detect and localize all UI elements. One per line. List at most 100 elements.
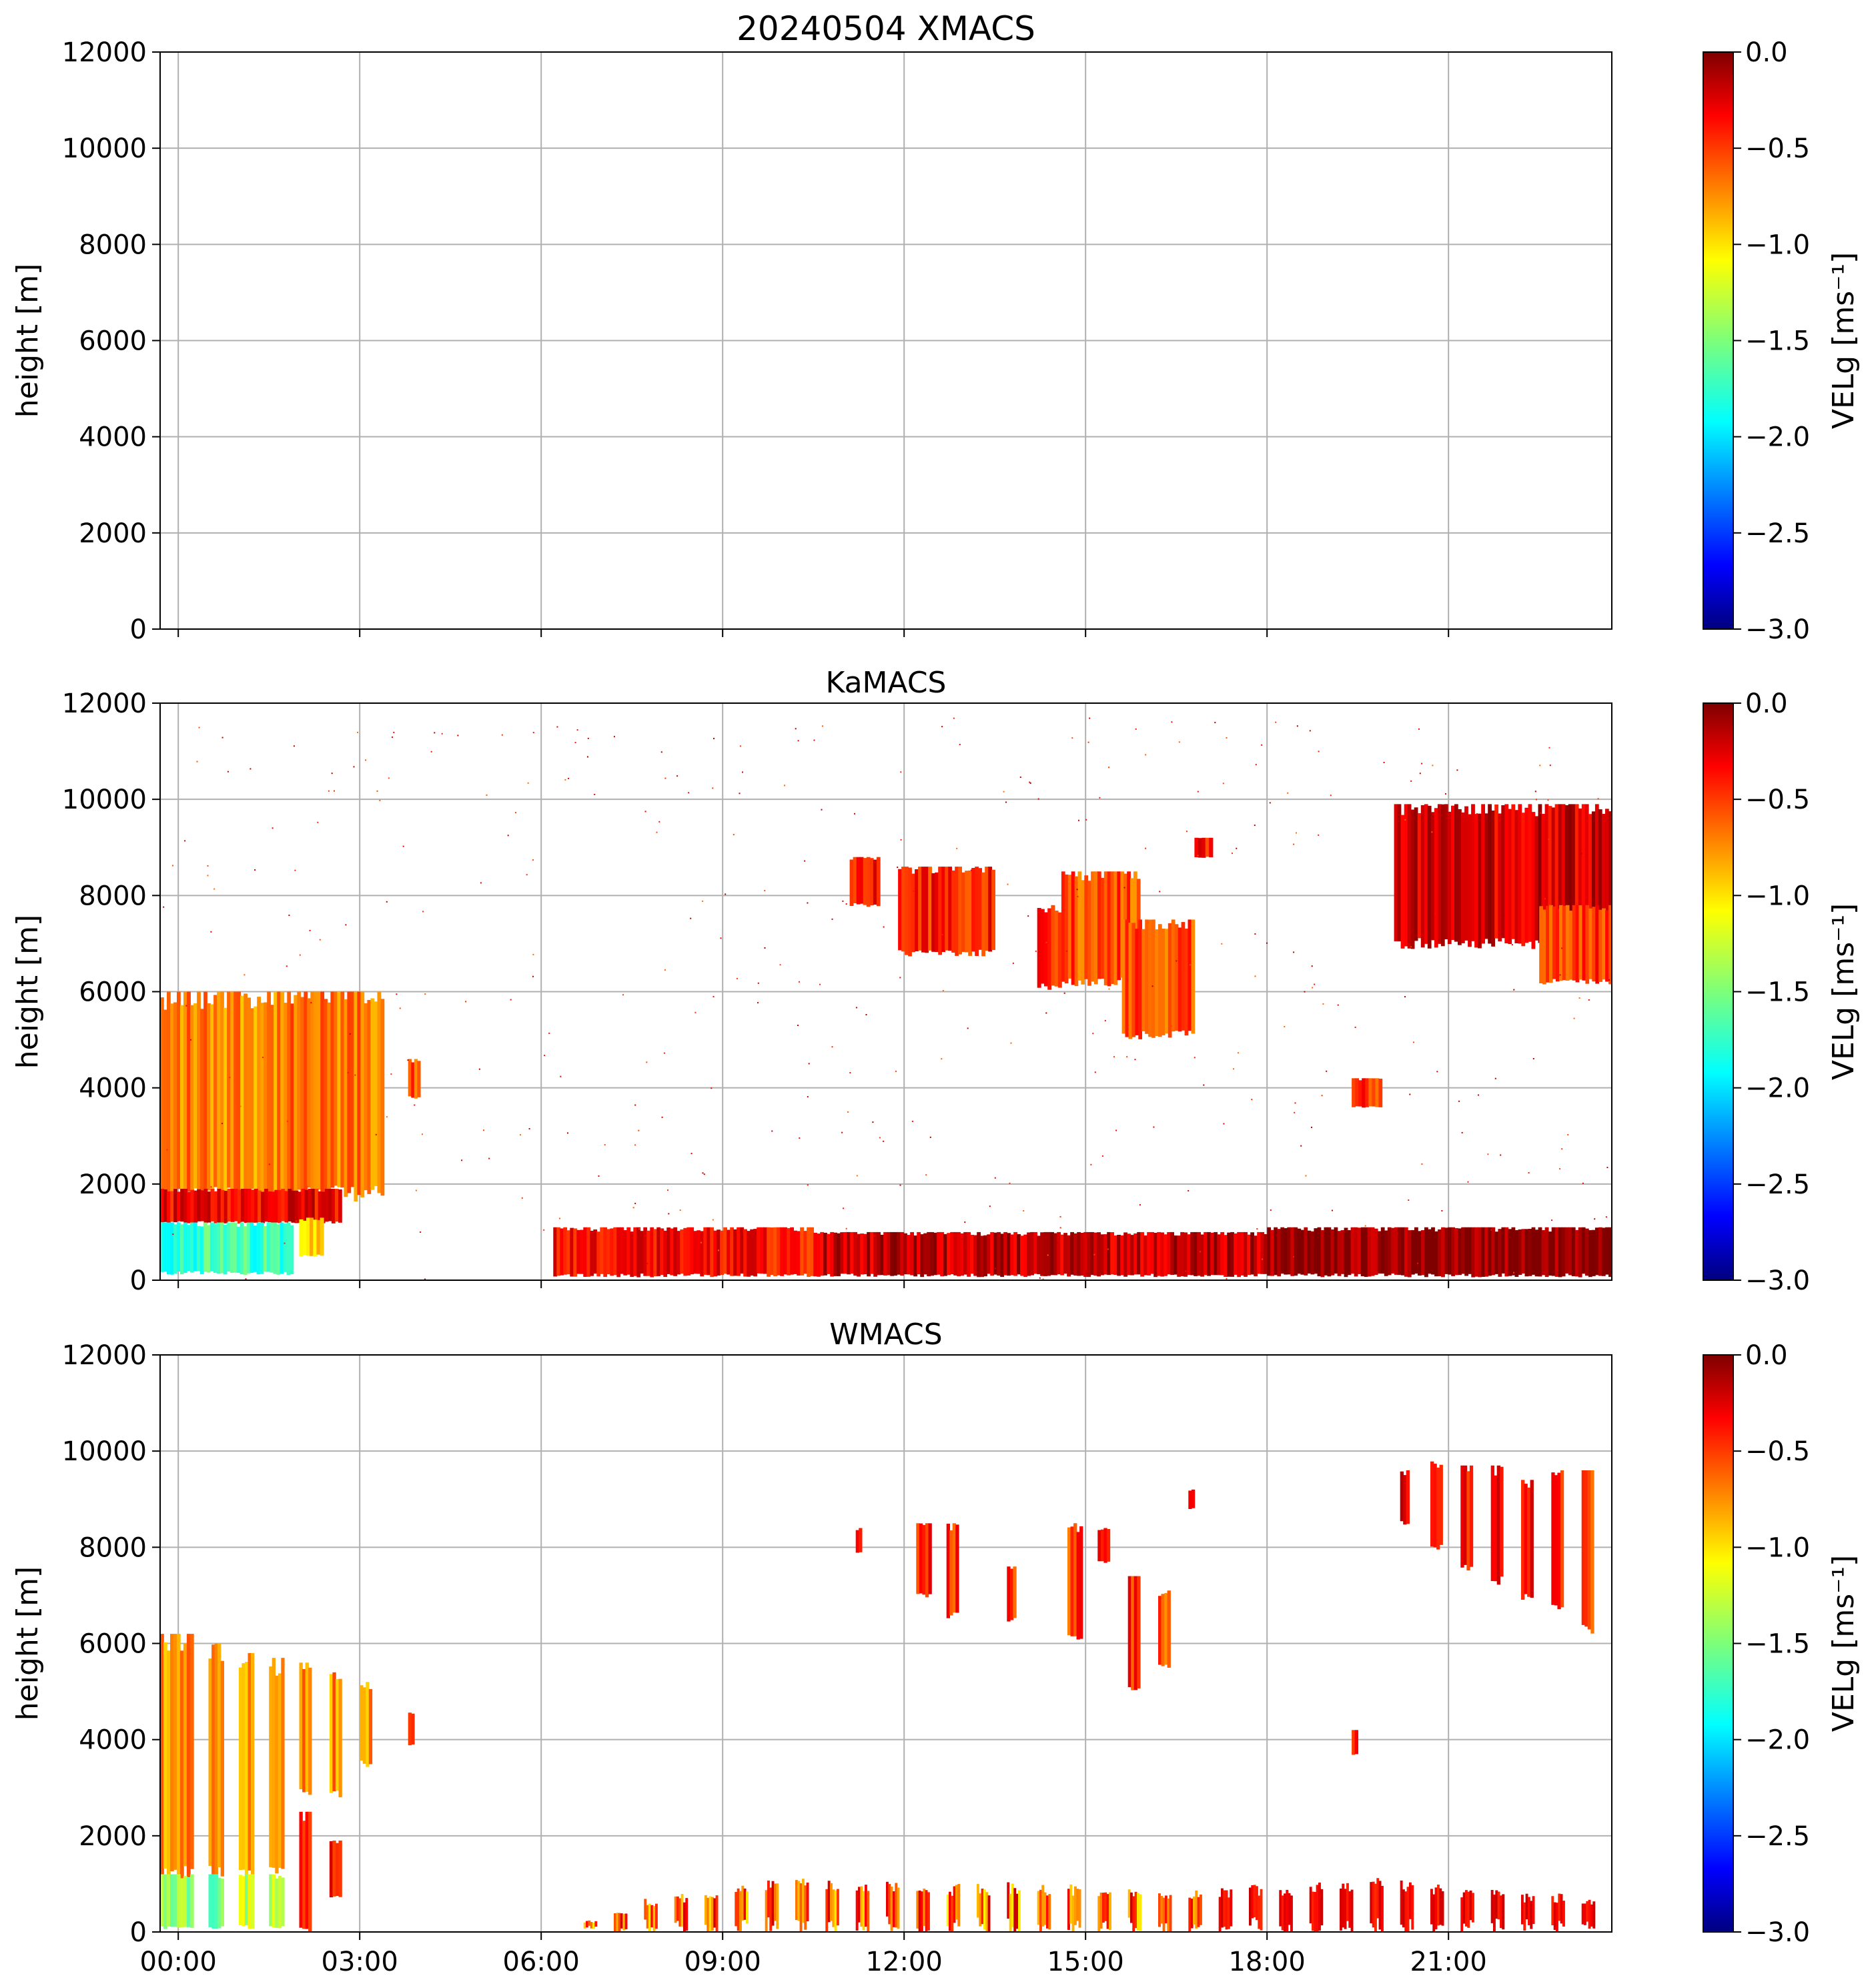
noise-dot	[407, 1059, 409, 1061]
data-cell	[1493, 1895, 1496, 1932]
data-cell	[1551, 1472, 1555, 1605]
noise-dot	[1045, 1012, 1047, 1014]
noise-dot	[1536, 799, 1537, 801]
data-cell	[1521, 1480, 1525, 1600]
noise-dot	[185, 1005, 187, 1007]
data-cell	[623, 1230, 628, 1276]
data-cell	[1558, 1227, 1562, 1278]
data-cell	[1598, 809, 1602, 945]
data-cell	[666, 1227, 671, 1274]
data-cell	[1037, 908, 1041, 988]
data-cell	[340, 991, 345, 1188]
data-cell	[739, 1891, 742, 1931]
data-cell	[1585, 905, 1590, 984]
data-cell	[1013, 1231, 1017, 1276]
data-cell	[1047, 908, 1052, 990]
data-cell	[261, 1191, 265, 1223]
data-cell	[258, 1190, 262, 1223]
data-cell	[270, 1222, 274, 1273]
data-cell	[251, 1189, 255, 1223]
noise-dot	[521, 1197, 523, 1199]
noise-dot	[1416, 1262, 1418, 1264]
y-tick-label: 6000	[79, 326, 147, 357]
noise-dot	[1107, 1248, 1109, 1250]
data-cell	[160, 1634, 164, 1883]
data-cell	[1588, 908, 1593, 979]
data-cell	[1274, 1227, 1278, 1276]
noise-dot	[1145, 935, 1147, 937]
y-tick-label: 0	[130, 1266, 147, 1296]
noise-dot	[1254, 933, 1256, 935]
data-cell	[1107, 1231, 1111, 1276]
data-cell	[193, 1003, 197, 1189]
data-cell	[1076, 1532, 1080, 1640]
noise-dot	[1019, 777, 1021, 778]
data-cell	[1181, 922, 1186, 1031]
noise-dot	[1558, 975, 1560, 977]
data-cell	[1018, 1890, 1021, 1932]
noise-dot	[365, 759, 367, 761]
noise-dot	[1261, 744, 1263, 746]
y-tick-label: 10000	[62, 785, 147, 815]
data-cell	[1148, 919, 1152, 1037]
data-cell	[1100, 877, 1105, 979]
data-cell	[1400, 1880, 1403, 1925]
noise-dot	[286, 1120, 288, 1122]
noise-dot	[941, 934, 943, 935]
noise-dot	[299, 954, 301, 956]
noise-dot	[831, 918, 833, 920]
data-cell	[1377, 1231, 1382, 1274]
data-cell	[1158, 1596, 1162, 1665]
y-tick-label: 12000	[62, 1340, 147, 1371]
noise-dot	[1578, 997, 1580, 999]
noise-dot	[1287, 792, 1289, 794]
data-cell	[210, 1004, 214, 1197]
noise-dot	[1309, 730, 1311, 732]
data-cell	[1364, 1227, 1368, 1278]
data-cell	[173, 1634, 177, 1870]
data-cell	[308, 1667, 312, 1795]
noise-dot	[526, 874, 528, 876]
noise-dot	[1135, 728, 1137, 730]
data-cell	[931, 873, 935, 952]
data-cell	[843, 1231, 847, 1274]
data-cell	[971, 868, 975, 952]
data-cell	[800, 1227, 804, 1276]
y-tick-label: 8000	[79, 1532, 147, 1563]
data-cell	[1017, 1234, 1021, 1275]
data-cell	[877, 1231, 881, 1276]
data-cell	[1424, 804, 1428, 944]
data-cell	[737, 1888, 740, 1931]
noise-dot	[293, 745, 295, 747]
data-cell	[1044, 912, 1048, 987]
noise-dot	[568, 778, 569, 779]
noise-dot	[190, 1039, 191, 1041]
data-cell	[703, 1227, 708, 1275]
noise-dot	[441, 732, 443, 734]
data-cell	[317, 991, 322, 1190]
data-cell	[859, 857, 864, 904]
data-cell	[1290, 1895, 1293, 1932]
y-tick-label: 2000	[79, 1169, 147, 1200]
data-cell	[834, 1890, 837, 1932]
data-cell	[650, 1905, 654, 1928]
data-cell	[1120, 1235, 1124, 1276]
noise-dot	[465, 1001, 467, 1003]
data-cell	[951, 1895, 954, 1932]
data-cell	[799, 1883, 803, 1932]
noise-dot	[1089, 717, 1091, 719]
noise-dot	[613, 736, 615, 738]
y-tick-label: 0	[130, 614, 147, 645]
data-cell	[1139, 1894, 1142, 1931]
data-cell	[806, 1883, 809, 1921]
data-cell	[777, 1227, 781, 1276]
noise-dot	[784, 785, 785, 787]
noise-dot	[1404, 819, 1406, 821]
noise-dot	[821, 809, 823, 811]
data-cell	[1097, 871, 1101, 979]
data-cell	[196, 1225, 201, 1272]
data-cell	[925, 867, 929, 953]
data-cell	[1460, 1465, 1464, 1568]
data-cell	[186, 1225, 191, 1272]
